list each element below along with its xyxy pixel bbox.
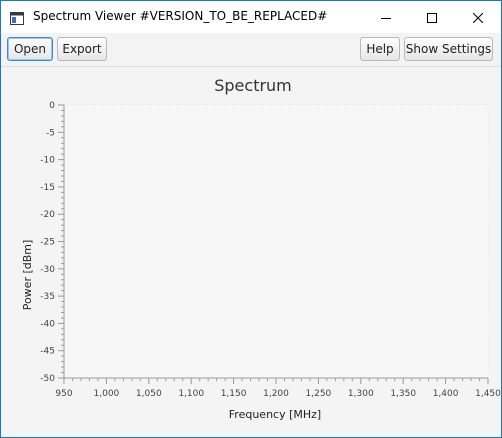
open-button[interactable]: Open [7,37,53,61]
x-tick-label: 1,300 [348,389,374,399]
x-tick-label: 1,350 [390,389,416,399]
x-tick-label: 950 [55,389,72,399]
maximize-button[interactable] [409,1,455,33]
show-settings-button[interactable]: Show Settings [404,37,493,61]
window-title: Spectrum Viewer #VERSION_TO_BE_REPLACED# [33,9,328,23]
help-button[interactable]: Help [360,37,400,61]
plot-area[interactable] [64,105,488,378]
minimize-icon [381,8,391,27]
y-tick-label: -50 [40,374,55,384]
plot-background[interactable] [64,105,488,378]
y-tick-label: 0 [49,101,55,111]
x-tick-label: 1,450 [475,389,501,399]
chart-title: Spectrum [214,76,292,95]
export-button[interactable]: Export [57,37,107,61]
maximize-icon [427,8,437,27]
x-tick-label: 1,250 [306,389,332,399]
minimize-button[interactable] [363,1,409,33]
x-tick-label: 1,000 [94,389,120,399]
close-button[interactable] [455,1,501,33]
y-tick-label: -5 [46,128,55,138]
y-tick-label: -10 [40,156,55,166]
app-window-icon [10,10,24,29]
y-tick-label: -30 [40,265,55,275]
y-tick-label: -45 [40,347,55,357]
toolbar: Open Export Help Show Settings [1,33,501,67]
y-tick-label: -35 [40,292,55,302]
title-bar[interactable]: Spectrum Viewer #VERSION_TO_BE_REPLACED# [1,1,501,33]
y-tick-label: -25 [40,238,55,248]
x-tick-label: 1,050 [136,389,162,399]
y-tick-label: -15 [40,183,55,193]
spectrum-chart[interactable]: Spectrum 0 -5 -10 -15 -20 -25 -30 -35 -40 -45 -509… [1,67,501,437]
y-tick-label: -40 [40,319,55,329]
x-tick-label: 1,200 [263,389,289,399]
x-tick-label: 1,400 [433,389,459,399]
y-axis-label: Power [dBm] [21,240,34,311]
close-icon [472,8,484,27]
y-tick-label: -20 [40,210,55,220]
x-tick-label: 1,150 [221,389,247,399]
x-axis-label: Frequency [MHz] [229,408,321,421]
x-tick-label: 1,100 [178,389,204,399]
